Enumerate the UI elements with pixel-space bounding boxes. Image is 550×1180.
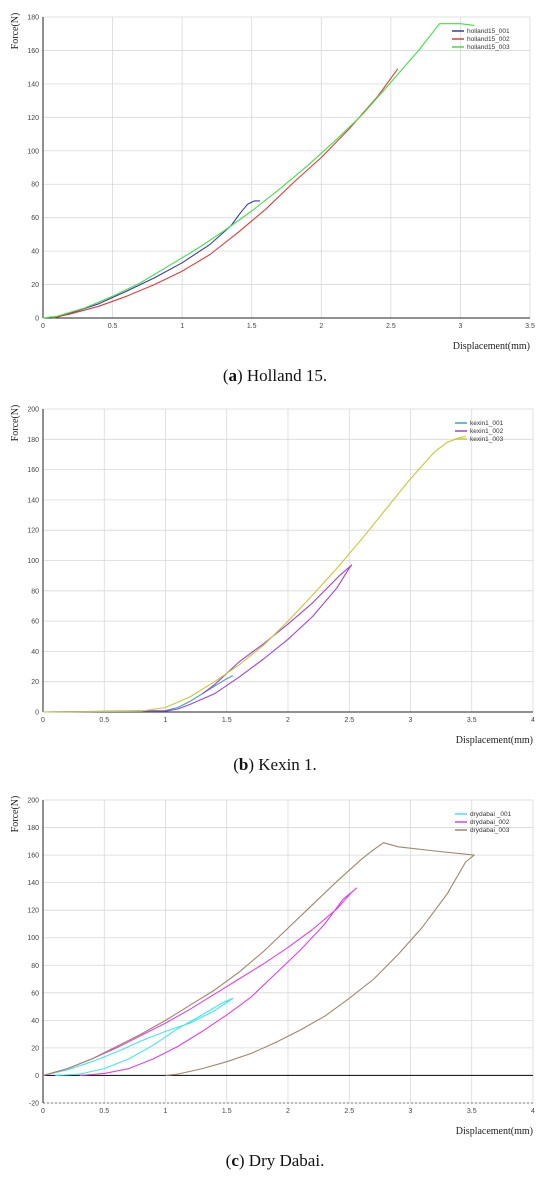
- y-tick-label: 200: [27, 798, 39, 805]
- chart-a: 0 0.5 1 1.5 2 2.5 3 3.5 0 20 40 60 80 100 120 140 160 180…: [10, 13, 535, 352]
- x-tick-label: 3: [409, 1108, 413, 1115]
- y-tick-label: 60: [31, 619, 39, 626]
- y-axis-title: Force(N): [10, 796, 21, 833]
- x-tick-label: 3.5: [467, 1108, 477, 1115]
- y-tick-label: 60: [31, 990, 39, 997]
- x-tick-label: 4: [531, 1108, 535, 1115]
- x-tick-label: 3.5: [467, 717, 477, 724]
- chart-panel-a: 0 0.5 1 1.5 2 2.5 3 3.5 0 20 40 60 80 100 120 140 160 180…: [0, 0, 550, 395]
- series-line-drydabai_003: [42, 842, 475, 1077]
- caption-a: (a) Holland 15.: [222, 366, 328, 385]
- x-tick-label: 2.5: [344, 717, 354, 724]
- series-line-kexin1_003: [42, 435, 466, 713]
- series-line-holland15_002: [52, 68, 399, 319]
- x-tick-label: 0: [41, 323, 45, 330]
- y-axis-title: Force(N): [10, 405, 21, 442]
- x-tick-label: 1: [164, 717, 168, 724]
- x-tick-label: 0.5: [99, 1108, 109, 1115]
- y-tick-label: 140: [27, 81, 39, 88]
- y-tick-label: 100: [27, 558, 39, 565]
- caption-text-b: Kexin 1.: [254, 755, 317, 774]
- y-tick-label: 80: [31, 182, 39, 189]
- y-tick-label: 20: [31, 679, 39, 686]
- x-tick-label: 1.5: [222, 1108, 232, 1115]
- y-tick-label: 40: [31, 649, 39, 656]
- y-tick-label: -20: [29, 1101, 39, 1108]
- y-tick-label: 0: [35, 1073, 39, 1080]
- y-tick-label: 100: [27, 148, 39, 155]
- series-line-kexin1_001: [42, 675, 234, 713]
- legend-label: holland15_002: [467, 36, 510, 43]
- y-tick-label: 180: [27, 825, 39, 832]
- y-tick-label: 80: [31, 588, 39, 595]
- y-tick-label: 200: [27, 407, 39, 414]
- legend-label: kexin1_002: [470, 428, 504, 435]
- x-tick-label: 0.5: [108, 323, 118, 330]
- x-axis-title: Displacement(mm): [456, 735, 533, 746]
- x-tick-label: 2.5: [344, 1108, 354, 1115]
- x-tick-label: 0: [41, 717, 45, 724]
- y-tick-label: 100: [27, 935, 39, 942]
- x-tick-label: 4: [531, 717, 535, 724]
- y-tick-label: 0: [35, 710, 39, 717]
- legend-label: drydabai _001: [470, 811, 512, 818]
- chart-panel-b: 0 0.5 1 1.5 2 2.5 3 3.5 4 0 20 40 60 80 100 120 140 160 18…: [0, 395, 550, 785]
- y-tick-label: 140: [27, 497, 39, 504]
- x-tick-label: 1: [164, 1108, 168, 1115]
- y-tick-label: 80: [31, 963, 39, 970]
- y-tick-label: 60: [31, 215, 39, 222]
- y-tick-label: 0: [35, 316, 39, 323]
- legend-label: kexin1_001: [470, 420, 504, 427]
- y-axis-title: Force(N): [10, 13, 21, 50]
- y-tick-label: 120: [27, 908, 39, 915]
- y-tick-label: 120: [27, 115, 39, 122]
- x-axis-title: Displacement(mm): [453, 341, 530, 352]
- caption-letter-a: a: [228, 366, 237, 385]
- legend-label: holland15_001: [467, 28, 510, 35]
- caption-c: (c) Dry Dabai.: [225, 1151, 325, 1170]
- caption-letter-c: c: [231, 1151, 239, 1170]
- y-tick-label: 40: [31, 249, 39, 256]
- legend-label: drydabai_003: [470, 827, 510, 834]
- x-tick-label: 0: [41, 1108, 45, 1115]
- x-tick-label: 3.5: [525, 323, 535, 330]
- x-tick-label: 3: [409, 717, 413, 724]
- x-tick-label: 0.5: [99, 717, 109, 724]
- x-tick-label: 2.5: [386, 323, 396, 330]
- caption-letter-b: b: [238, 755, 249, 774]
- y-tick-label: 160: [27, 48, 39, 55]
- caption-text-a: Holland 15.: [242, 366, 328, 385]
- chart-b: 0 0.5 1 1.5 2 2.5 3 3.5 402040608010012014016018…: [10, 405, 535, 746]
- series-line-holland15_001: [53, 200, 261, 319]
- x-tick-label: 1.5: [247, 323, 257, 330]
- series-line-holland15_003: [42, 23, 475, 319]
- x-tick-label: 2: [286, 1108, 290, 1115]
- x-axis-title: Displacement(mm): [456, 1126, 533, 1137]
- chart-panel-c: 0 0.5 1 1.5 2 2.5 3 3.5 4 -20 0 20 40 60 80 100 120 140 16…: [0, 785, 550, 1180]
- x-tick-label: 1: [180, 323, 184, 330]
- legend-label: kexin1_003: [470, 436, 504, 443]
- x-tick-label: 3: [458, 323, 462, 330]
- series-line-kexin1_002: [42, 564, 353, 713]
- series-line-drydabai_002: [42, 887, 358, 1077]
- y-tick-label: 140: [27, 880, 39, 887]
- y-tick-label: 120: [27, 528, 39, 535]
- y-tick-label: 40: [31, 1018, 39, 1025]
- y-tick-label: 160: [27, 853, 39, 860]
- y-tick-label: 160: [27, 467, 39, 474]
- y-tick-label: 20: [31, 282, 39, 289]
- legend-label: drydabai_002: [470, 819, 510, 826]
- caption-text-c: Dry Dabai.: [244, 1151, 325, 1170]
- caption-b: (b) Kexin 1.: [233, 755, 317, 774]
- y-tick-label: 180: [27, 15, 39, 22]
- x-tick-label: 2: [319, 323, 323, 330]
- series-line-drydabai_001: [42, 997, 234, 1077]
- y-tick-label: 180: [27, 437, 39, 444]
- chart-c: 0 0.5 1 1.5 2 2.5 3 3.5 4-2002040608010012014016…: [10, 796, 535, 1137]
- x-tick-label: 2: [286, 717, 290, 724]
- legend-label: holland15_003: [467, 44, 510, 51]
- y-tick-label: 20: [31, 1045, 39, 1052]
- x-tick-label: 1.5: [222, 717, 232, 724]
